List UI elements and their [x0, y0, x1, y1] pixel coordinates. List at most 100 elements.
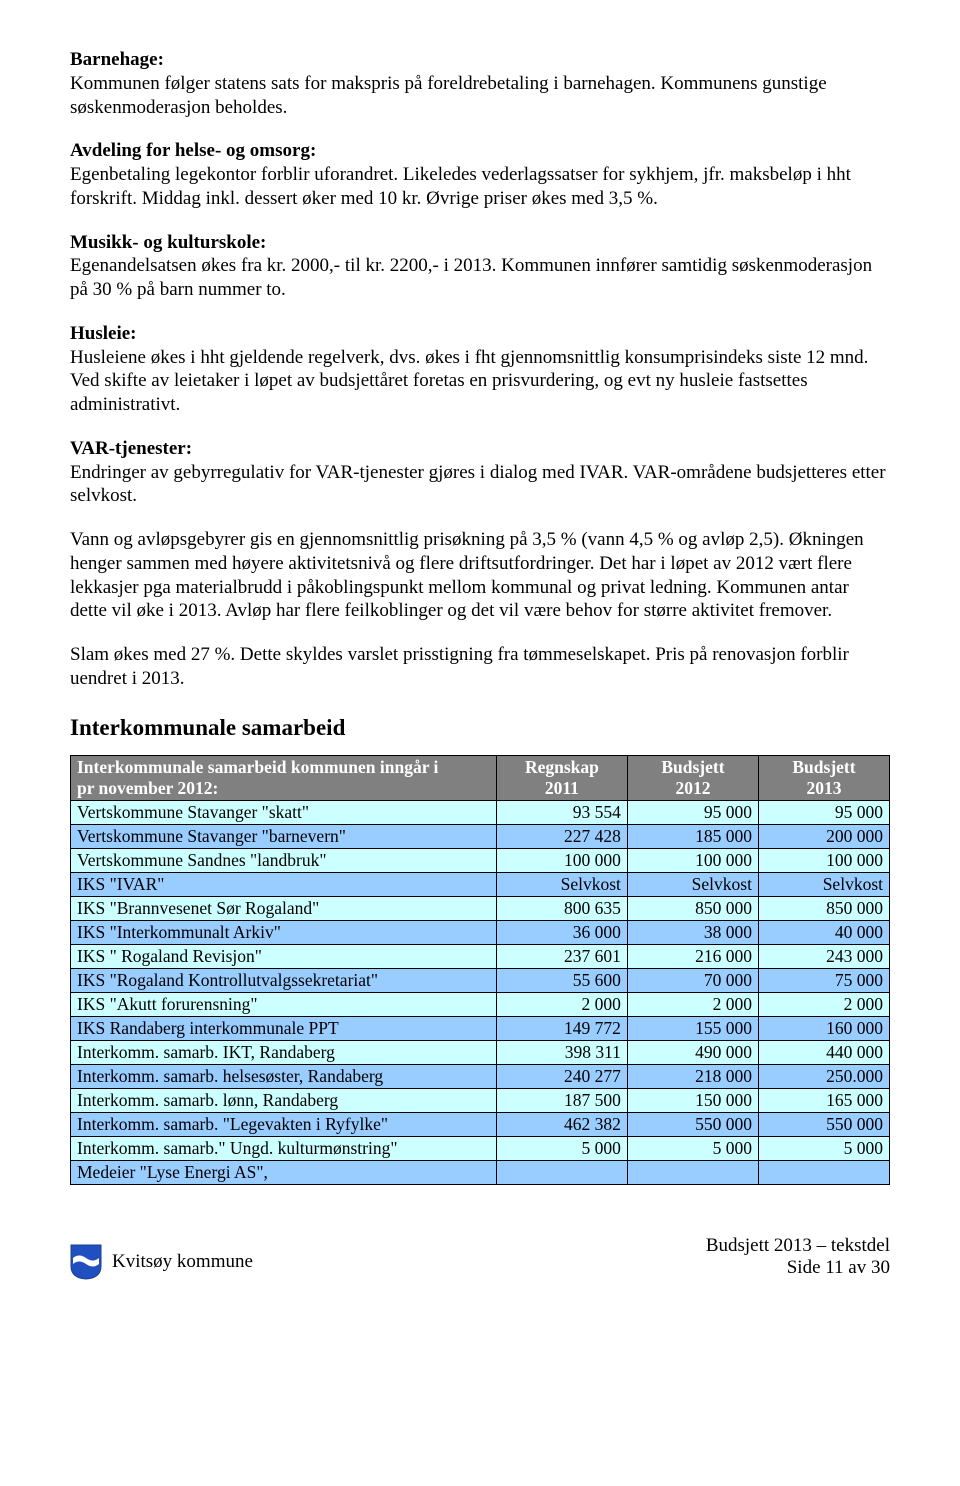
cell-value: 250.000 [758, 1064, 889, 1088]
heading-musikk: Musikk- og kulturskole: [70, 232, 266, 253]
cell-value: 850 000 [758, 896, 889, 920]
table-row: Interkomm. samarb. helsesøster, Randaber… [71, 1064, 890, 1088]
cell-value: 160 000 [758, 1016, 889, 1040]
cell-label: Interkomm. samarb. lønn, Randaberg [71, 1088, 497, 1112]
table-row: Interkomm. samarb." Ungd. kulturmønstrin… [71, 1136, 890, 1160]
th-col4-line1: Budsjett [792, 757, 855, 777]
text-var-2: Vann og avløpsgebyrer gis en gjennomsnit… [70, 529, 864, 621]
cell-value: 100 000 [758, 848, 889, 872]
cell-value: 2 000 [627, 992, 758, 1016]
cell-label: Interkomm. samarb." Ungd. kulturmønstrin… [71, 1136, 497, 1160]
heading-var: VAR-tjenester: [70, 438, 192, 459]
cell-value: 187 500 [496, 1088, 627, 1112]
cell-value: 149 772 [496, 1016, 627, 1040]
cell-label: IKS Randaberg interkommunale PPT [71, 1016, 497, 1040]
text-husleie: Husleiene økes i hht gjeldende regelverk… [70, 347, 868, 416]
table-row: IKS "Rogaland Kontrollutvalgssekretariat… [71, 968, 890, 992]
crest-icon [70, 1244, 102, 1280]
heading-husleie: Husleie: [70, 323, 137, 344]
cell-label: Vertskommune Stavanger "barnevern" [71, 824, 497, 848]
th-col2: Regnskap 2011 [496, 755, 627, 800]
table-row: IKS "Akutt forurensning"2 0002 0002 000 [71, 992, 890, 1016]
table-header-row: Interkommunale samarbeid kommunen inngår… [71, 755, 890, 800]
cell-value [758, 1160, 889, 1184]
cell-value: 165 000 [758, 1088, 889, 1112]
cell-value: 2 000 [496, 992, 627, 1016]
th-col1-line1: Interkommunale samarbeid kommunen inngår… [77, 757, 438, 777]
th-col4: Budsjett 2013 [758, 755, 889, 800]
text-barnehage: Kommunen følger statens sats for makspri… [70, 73, 827, 118]
cell-value: 243 000 [758, 944, 889, 968]
cell-value: 398 311 [496, 1040, 627, 1064]
heading-helse: Avdeling for helse- og omsorg: [70, 140, 316, 161]
cell-label: Interkomm. samarb. helsesøster, Randaber… [71, 1064, 497, 1088]
cell-value: 38 000 [627, 920, 758, 944]
text-var-3: Slam økes med 27 %. Dette skyldes varsle… [70, 644, 849, 689]
cell-label: Vertskommune Sandnes "landbruk" [71, 848, 497, 872]
cell-value [496, 1160, 627, 1184]
th-col3: Budsjett 2012 [627, 755, 758, 800]
section-helse: Avdeling for helse- og omsorg: Egenbetal… [70, 139, 890, 210]
footer-right: Budsjett 2013 – tekstdel Side 11 av 30 [706, 1235, 890, 1281]
cell-label: Interkomm. samarb. IKT, Randaberg [71, 1040, 497, 1064]
cell-value: 2 000 [758, 992, 889, 1016]
table-interkommunale: Interkommunale samarbeid kommunen inngår… [70, 755, 890, 1185]
cell-label: Vertskommune Stavanger "skatt" [71, 800, 497, 824]
th-col3-line2: 2012 [634, 778, 752, 799]
table-row: Vertskommune Stavanger "barnevern"227 42… [71, 824, 890, 848]
heading-barnehage: Barnehage: [70, 49, 164, 70]
section-var-2: Vann og avløpsgebyrer gis en gjennomsnit… [70, 528, 890, 623]
cell-value: 185 000 [627, 824, 758, 848]
footer-left: Kvitsøy kommune [70, 1244, 253, 1280]
cell-label: IKS "IVAR" [71, 872, 497, 896]
table-row: Vertskommune Stavanger "skatt"93 554 95 0… [71, 800, 890, 824]
section-var-1: VAR-tjenester: Endringer av gebyrregulat… [70, 437, 890, 508]
text-musikk: Egenandelsatsen økes fra kr. 2000,- til … [70, 255, 872, 300]
table-row: IKS "Brannvesenet Sør Rogaland"800 635 85… [71, 896, 890, 920]
footer-left-text: Kvitsøy kommune [112, 1251, 253, 1273]
cell-value: 550 000 [627, 1112, 758, 1136]
th-col4-line2: 2013 [765, 778, 883, 799]
th-col1-line2: pr november 2012: [77, 778, 490, 799]
cell-label: Medeier "Lyse Energi AS", [71, 1160, 497, 1184]
cell-value: 550 000 [758, 1112, 889, 1136]
text-helse: Egenbetaling legekontor forblir uforandr… [70, 164, 851, 209]
cell-value: 40 000 [758, 920, 889, 944]
th-col2-line1: Regnskap [525, 757, 599, 777]
cell-value: 100 000 [496, 848, 627, 872]
cell-value: 490 000 [627, 1040, 758, 1064]
cell-value: 36 000 [496, 920, 627, 944]
th-col2-line2: 2011 [503, 778, 621, 799]
section-barnehage: Barnehage: Kommunen følger statens sats … [70, 48, 890, 119]
cell-value: 155 000 [627, 1016, 758, 1040]
section-musikk: Musikk- og kulturskole: Egenandelsatsen … [70, 231, 890, 302]
cell-value: 93 554 [496, 800, 627, 824]
cell-label: IKS "Brannvesenet Sør Rogaland" [71, 896, 497, 920]
cell-label: IKS "Rogaland Kontrollutvalgssekretariat… [71, 968, 497, 992]
footer-right-line1: Budsjett 2013 – tekstdel [706, 1235, 890, 1256]
cell-value: 55 600 [496, 968, 627, 992]
cell-value: 70 000 [627, 968, 758, 992]
cell-value: 95 000 [758, 800, 889, 824]
cell-value: Selvkost [758, 872, 889, 896]
footer-right-line2: Side 11 av 30 [787, 1257, 890, 1278]
cell-value: 237 601 [496, 944, 627, 968]
cell-value: 440 000 [758, 1040, 889, 1064]
page-footer: Kvitsøy kommune Budsjett 2013 – tekstdel… [70, 1235, 890, 1281]
cell-value: 800 635 [496, 896, 627, 920]
cell-value: Selvkost [496, 872, 627, 896]
cell-value: 100 000 [627, 848, 758, 872]
cell-value: 462 382 [496, 1112, 627, 1136]
table-row: Interkomm. samarb. lønn, Randaberg187 50… [71, 1088, 890, 1112]
cell-value: 5 000 [496, 1136, 627, 1160]
cell-value: 227 428 [496, 824, 627, 848]
table-row: IKS Randaberg interkommunale PPT149 7721… [71, 1016, 890, 1040]
table-row: IKS "Interkommunalt Arkiv"36 00038 00040… [71, 920, 890, 944]
cell-label: IKS "Interkommunalt Arkiv" [71, 920, 497, 944]
table-row: IKS "IVAR"SelvkostSelvkostSelvkost [71, 872, 890, 896]
table-row: Medeier "Lyse Energi AS", [71, 1160, 890, 1184]
cell-value: 75 000 [758, 968, 889, 992]
cell-value: 5 000 [627, 1136, 758, 1160]
cell-value: Selvkost [627, 872, 758, 896]
cell-value: 240 277 [496, 1064, 627, 1088]
